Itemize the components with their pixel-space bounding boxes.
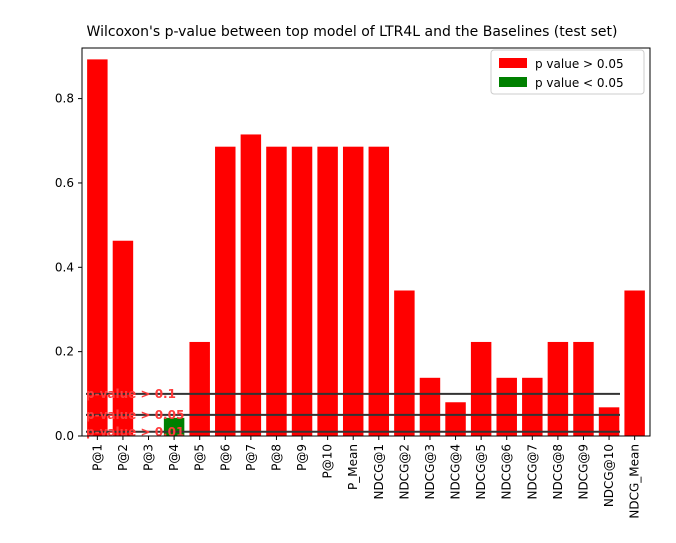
x-tick-label-21: NDCG_Mean (628, 444, 642, 519)
legend: p value > 0.05 p value < 0.05 (490, 49, 645, 95)
legend-box (490, 49, 645, 95)
legend-swatch-1 (499, 77, 527, 87)
bar-p-8 (266, 146, 287, 436)
x-tick-label-17: NDCG@7 (525, 444, 539, 500)
threshold-label-2: p-value > 0.01 (86, 425, 184, 439)
y-tick-label-0: 0.0 (55, 429, 74, 443)
bar-p-10 (317, 146, 338, 436)
x-tick-label-4: P@5 (193, 444, 207, 471)
bar-ndcg-3 (419, 377, 441, 436)
x-axis: P@1 P@2 P@3 P@4 P@5 P@6 P@7 P@8 P@9 P@10 P_Mean NDC… (90, 436, 642, 519)
x-tick-label-11: NDCG@1 (372, 444, 386, 500)
x-tick-label-14: NDCG@4 (449, 444, 463, 500)
y-tick-label-2: 0.4 (55, 260, 74, 274)
bar-ndcg-7 (522, 377, 543, 436)
bar-p-9 (291, 146, 313, 436)
x-tick-label-19: NDCG@9 (576, 444, 590, 500)
x-tick-label-13: NDCG@3 (423, 444, 437, 500)
bar-ndcg-2 (394, 290, 415, 436)
x-tick-label-6: P@7 (244, 444, 258, 471)
bar-p-1 (87, 59, 108, 436)
x-tick-label-16: NDCG@6 (500, 444, 514, 500)
bar-ndcg-8 (547, 341, 569, 436)
bar-ndcg-5 (470, 341, 492, 436)
bar-ndcg-9 (573, 341, 594, 436)
bar-p-5 (189, 341, 210, 436)
x-tick-label-2: P@3 (142, 444, 156, 471)
threshold-lines-group: p-value > 0.1 p-value > 0.05 p-value > 0.0… (86, 387, 620, 439)
bar-p-2 (112, 240, 134, 436)
legend-label-1: p value < 0.05 (535, 76, 624, 90)
x-tick-label-0: P@1 (90, 444, 104, 471)
x-tick-label-8: P@9 (295, 444, 309, 471)
bar-p-mean (342, 146, 364, 436)
x-tick-label-9: P@10 (321, 444, 335, 479)
x-tick-label-7: P@8 (269, 444, 283, 471)
x-tick-label-5: P@6 (218, 444, 232, 471)
y-tick-label-1: 0.2 (55, 345, 74, 359)
bar-ndcg-4 (445, 402, 466, 436)
bar-p-6 (215, 146, 236, 436)
bar-ndcg-1 (368, 146, 390, 436)
bars-group (87, 59, 645, 436)
x-tick-label-20: NDCG@10 (602, 444, 616, 507)
chart-title: Wilcoxon's p-value between top model of … (87, 24, 618, 40)
x-tick-label-15: NDCG@5 (474, 444, 488, 500)
y-axis: 0.0 0.2 0.4 0.6 0.8 (55, 92, 82, 443)
y-tick-label-4: 0.8 (55, 92, 74, 106)
x-tick-label-12: NDCG@2 (397, 444, 411, 500)
legend-label-0: p value > 0.05 (535, 57, 624, 71)
bar-p-7 (240, 134, 262, 436)
x-tick-label-3: P@4 (167, 444, 181, 471)
threshold-label-0: p-value > 0.1 (86, 387, 176, 401)
x-tick-label-18: NDCG@8 (551, 444, 565, 500)
legend-swatch-0 (499, 58, 527, 68)
bar-ndcg-mean (624, 290, 645, 436)
x-tick-label-1: P@2 (116, 444, 130, 471)
x-tick-label-10: P_Mean (346, 444, 360, 490)
plot-frame (81, 47, 651, 437)
y-tick-label-3: 0.6 (55, 176, 74, 190)
bar-ndcg-6 (496, 377, 517, 436)
threshold-label-1: p-value > 0.05 (86, 408, 184, 422)
